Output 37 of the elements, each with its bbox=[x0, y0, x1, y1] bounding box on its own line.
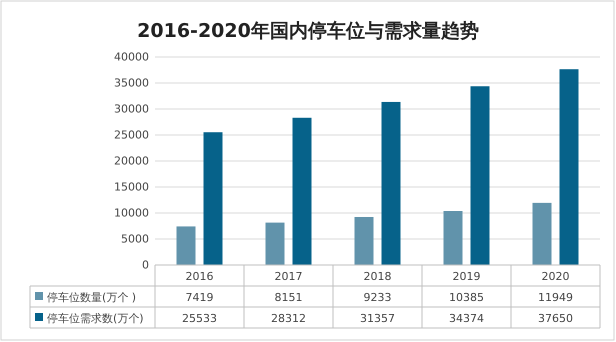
y-tick-label: 15000 bbox=[114, 180, 149, 194]
x-tick-label: 2018 bbox=[364, 270, 392, 283]
bar bbox=[354, 216, 374, 265]
x-tick-label: 2016 bbox=[186, 270, 214, 283]
y-tick-label: 5000 bbox=[121, 232, 149, 246]
y-tick-label: 20000 bbox=[114, 154, 149, 168]
data-label: 25533 bbox=[182, 312, 217, 325]
y-tick-label: 35000 bbox=[114, 76, 149, 90]
data-label: 8151 bbox=[274, 291, 302, 304]
data-label: 34374 bbox=[449, 312, 484, 325]
y-tick-label: 25000 bbox=[114, 128, 149, 142]
data-label: 28312 bbox=[271, 312, 306, 325]
y-tick-label: 30000 bbox=[114, 102, 149, 116]
bar bbox=[176, 226, 196, 265]
x-tick-label: 2020 bbox=[542, 270, 570, 283]
bar bbox=[560, 69, 578, 265]
y-tick-label: 10000 bbox=[114, 206, 149, 220]
data-label: 37650 bbox=[538, 312, 573, 325]
legend-label: 停车位需求数(万个) bbox=[47, 312, 144, 325]
data-label: 9233 bbox=[364, 291, 392, 304]
x-tick-label: 2017 bbox=[274, 270, 302, 283]
data-label: 31357 bbox=[360, 312, 395, 325]
bar bbox=[204, 132, 222, 265]
bar bbox=[266, 222, 284, 265]
y-tick-label: 40000 bbox=[114, 50, 149, 64]
bar bbox=[382, 102, 400, 265]
legend-label: 停车位数量(万个 ) bbox=[47, 291, 136, 304]
bar bbox=[532, 202, 552, 265]
data-label: 7419 bbox=[186, 291, 214, 304]
data-label: 11949 bbox=[538, 291, 573, 304]
bar bbox=[470, 86, 490, 265]
bar bbox=[444, 211, 462, 265]
x-tick-label: 2019 bbox=[452, 270, 480, 283]
y-tick-label: 0 bbox=[142, 258, 149, 272]
data-label: 10385 bbox=[449, 291, 484, 304]
chart-title: 2016-2020年国内停车位与需求量趋势 bbox=[137, 20, 479, 42]
bar bbox=[292, 118, 312, 265]
